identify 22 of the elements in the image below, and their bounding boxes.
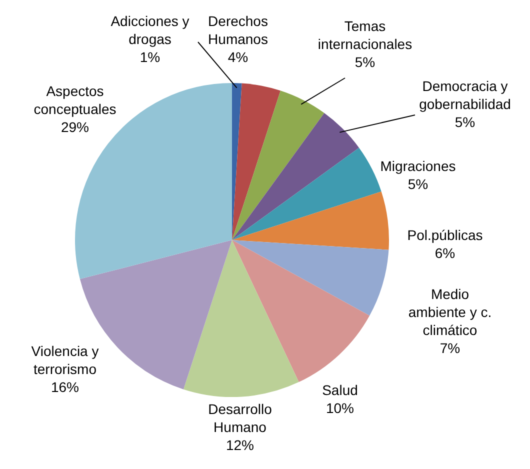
slice-label: Derechos Humanos (208, 12, 268, 47)
data-label: 12% (226, 436, 254, 453)
data-label: 5% (408, 176, 428, 192)
slice-label: Salud (322, 382, 358, 398)
slice-label: Adicciones y drogas (110, 12, 190, 47)
data-label: 6% (434, 244, 456, 261)
slice-label: Medio ambiente y c. climático (408, 286, 492, 338)
data-label: 1% (140, 48, 160, 65)
slice-label: Pol.públicas (407, 226, 483, 243)
data-label: 29% (60, 118, 90, 135)
slice-label: Aspectos conceptuales (34, 82, 116, 117)
data-label: 10% (326, 400, 354, 416)
slice-label: Temas internacionales (318, 18, 412, 52)
data-label: 7% (440, 340, 460, 356)
slice-label: Violencia y terrorismo (31, 342, 99, 377)
slice-label: Desarrollo Humano (208, 400, 272, 435)
slice-label: Democracia y gobernabilidad (419, 78, 511, 112)
data-label: 16% (50, 378, 80, 395)
data-label: 5% (454, 114, 476, 130)
data-label: 5% (354, 54, 376, 70)
data-label: 4% (228, 48, 248, 65)
slice-label: Migraciones (380, 158, 456, 174)
